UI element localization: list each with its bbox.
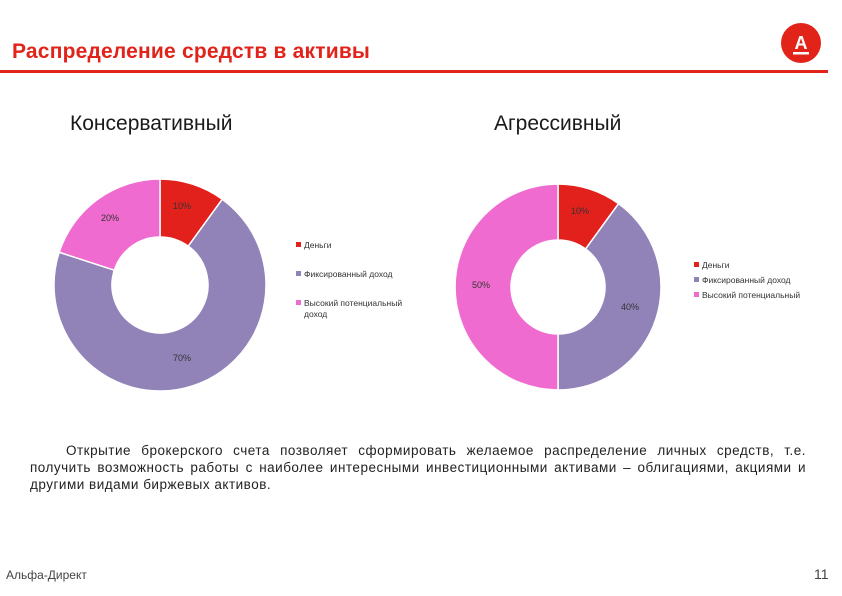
- aggressive-slice-fixed-income: [557, 202, 662, 391]
- conservative-legend-swatch-high-potential: [296, 300, 301, 305]
- conservative-legend-label-fixed-income: Фиксированный доход: [304, 269, 393, 279]
- aggressive-legend-swatch-money: [694, 262, 699, 267]
- conservative-slice-fixed-income: [53, 198, 267, 392]
- slide-title: Распределение средств в активы: [12, 40, 371, 63]
- alfa-logo-icon: А: [781, 23, 821, 63]
- body-paragraph-text: Открытие брокерского счета позволяет сфо…: [30, 443, 806, 492]
- conservative-data-label-fixed-income: 70%: [173, 353, 191, 363]
- conservative-legend-swatch-fixed-income: [296, 271, 301, 276]
- conservative-legend-label-money: Деньги: [304, 240, 332, 250]
- conservative-legend-label-high-potential: Высокий потенциальный доход: [304, 298, 402, 319]
- body-paragraph: Открытие брокерского счета позволяет сфо…: [30, 442, 806, 493]
- footer-brand: Альфа-Директ: [6, 568, 87, 582]
- aggressive-legend-label-money: Деньги: [702, 260, 730, 270]
- aggressive-legend-label-high-potential: Высокий потенциальный: [702, 290, 800, 300]
- aggressive-legend-swatch-fixed-income: [694, 277, 699, 282]
- conservative-data-label-high-potential: 20%: [101, 213, 119, 223]
- chart-title-aggressive: Агрессивный: [494, 112, 622, 135]
- logo-letter: А: [795, 33, 808, 53]
- aggressive-data-label-high-potential: 50%: [472, 280, 490, 290]
- title-underline: [0, 70, 828, 73]
- conservative-slice-high-potential: [58, 178, 161, 272]
- chart-title-conservative: Консервативный: [70, 112, 233, 135]
- page-number: 11: [814, 566, 829, 582]
- aggressive-data-label-money: 10%: [571, 206, 589, 216]
- aggressive-data-label-fixed-income: 40%: [621, 302, 639, 312]
- aggressive-legend-label-fixed-income: Фиксированный доход: [702, 275, 791, 285]
- conservative-legend-swatch-money: [296, 242, 301, 247]
- aggressive-slice-high-potential: [454, 183, 559, 391]
- conservative-data-label-money: 10%: [173, 201, 191, 211]
- aggressive-legend-swatch-high-potential: [694, 292, 699, 297]
